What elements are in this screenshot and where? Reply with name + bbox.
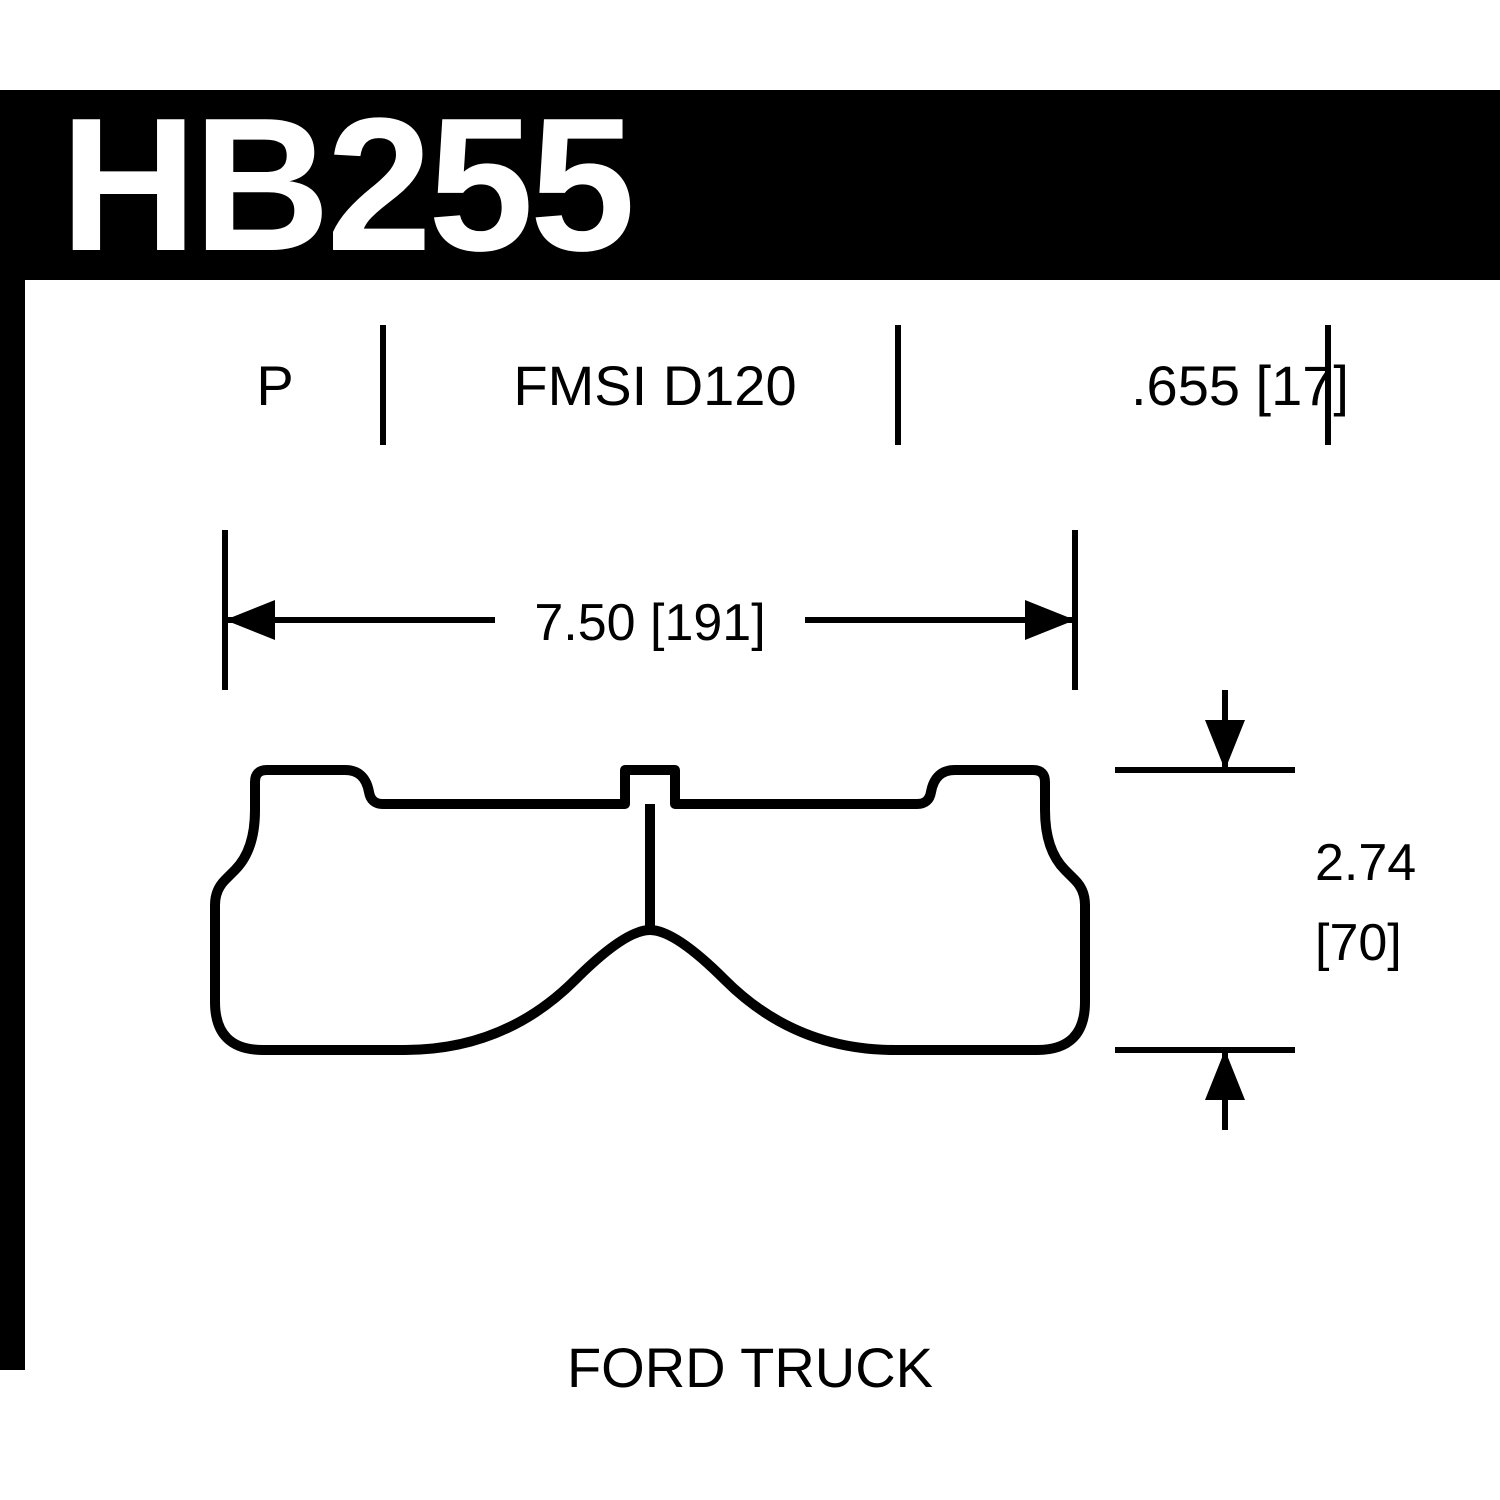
spec-fmsi: FMSI D120: [405, 320, 905, 450]
height-mm-label: [70]: [1315, 914, 1402, 972]
spec-thickness: .655 [17]: [1025, 320, 1455, 450]
left-border: [0, 280, 25, 1370]
spec-divider: [380, 325, 386, 445]
spec-divider: [895, 325, 901, 445]
spec-divider: [1325, 325, 1331, 445]
height-dimension: 2.74 [70]: [1115, 690, 1416, 1130]
width-label: 7.50 [191]: [534, 594, 765, 652]
dimension-diagram: 7.50 [191] 2.74 [70]: [25, 450, 1475, 1250]
pad-outline: [215, 770, 1085, 1050]
spec-row: P FMSI D120 .655 [17]: [25, 320, 1475, 450]
height-in-label: 2.74: [1315, 834, 1416, 892]
width-dimension: 7.50 [191]: [225, 530, 1075, 690]
spec-compound: P: [175, 320, 375, 450]
application-label: FORD TRUCK: [0, 1335, 1500, 1400]
title-bar: HB255: [0, 90, 1500, 280]
part-number: HB255: [60, 76, 631, 294]
